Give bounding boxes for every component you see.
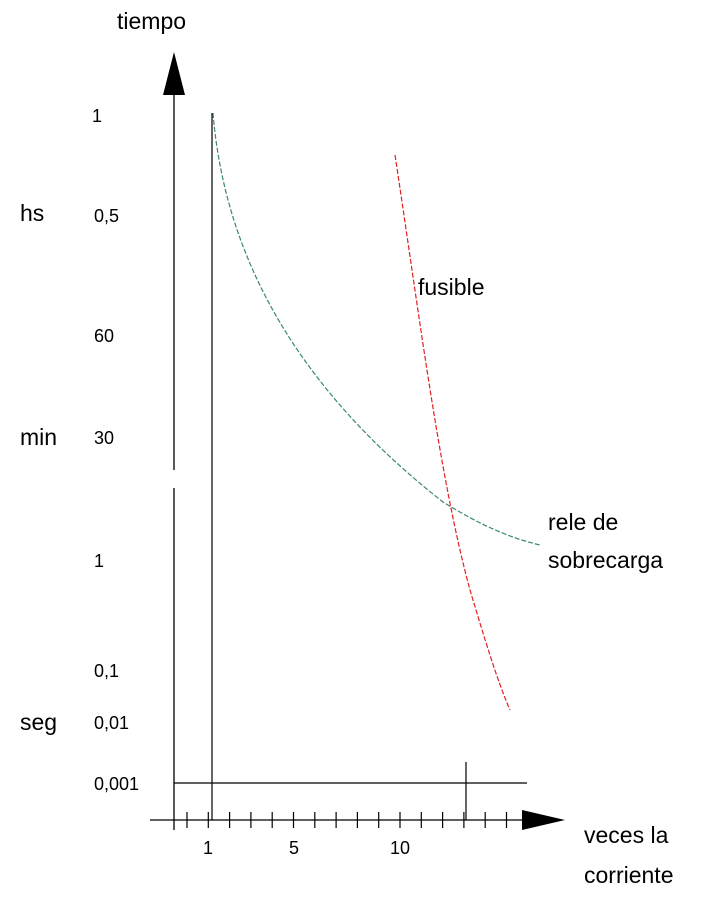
x-axis-title: veces la bbox=[584, 822, 669, 848]
x-label: 5 bbox=[289, 838, 299, 858]
y-label: 0,001 bbox=[94, 774, 139, 794]
curve-label: sobrecarga bbox=[548, 547, 663, 573]
y-label: 60 bbox=[94, 326, 114, 346]
y-axis-arrow bbox=[163, 52, 185, 95]
y-label: 0,5 bbox=[94, 206, 119, 226]
unit-label: hs bbox=[20, 200, 44, 226]
curve-label: rele de bbox=[548, 509, 618, 535]
y-label: 0,01 bbox=[94, 713, 129, 733]
y-label: 1 bbox=[92, 106, 102, 126]
x-label: 10 bbox=[390, 838, 410, 858]
x-axis-arrow bbox=[522, 810, 565, 830]
y-axis-title: tiempo bbox=[117, 8, 186, 34]
y-label: 30 bbox=[94, 428, 114, 448]
unit-label: seg bbox=[20, 709, 57, 735]
y-label: 1 bbox=[94, 551, 104, 571]
x-ticks bbox=[186, 812, 508, 828]
x-axis-title: corriente bbox=[584, 862, 673, 888]
relay-curve bbox=[212, 112, 541, 546]
curve-label: fusible bbox=[418, 274, 484, 300]
x-label: 1 bbox=[203, 838, 213, 858]
fuse-curve bbox=[394, 154, 511, 711]
y-label: 0,1 bbox=[94, 661, 119, 681]
unit-label: min bbox=[20, 424, 57, 450]
